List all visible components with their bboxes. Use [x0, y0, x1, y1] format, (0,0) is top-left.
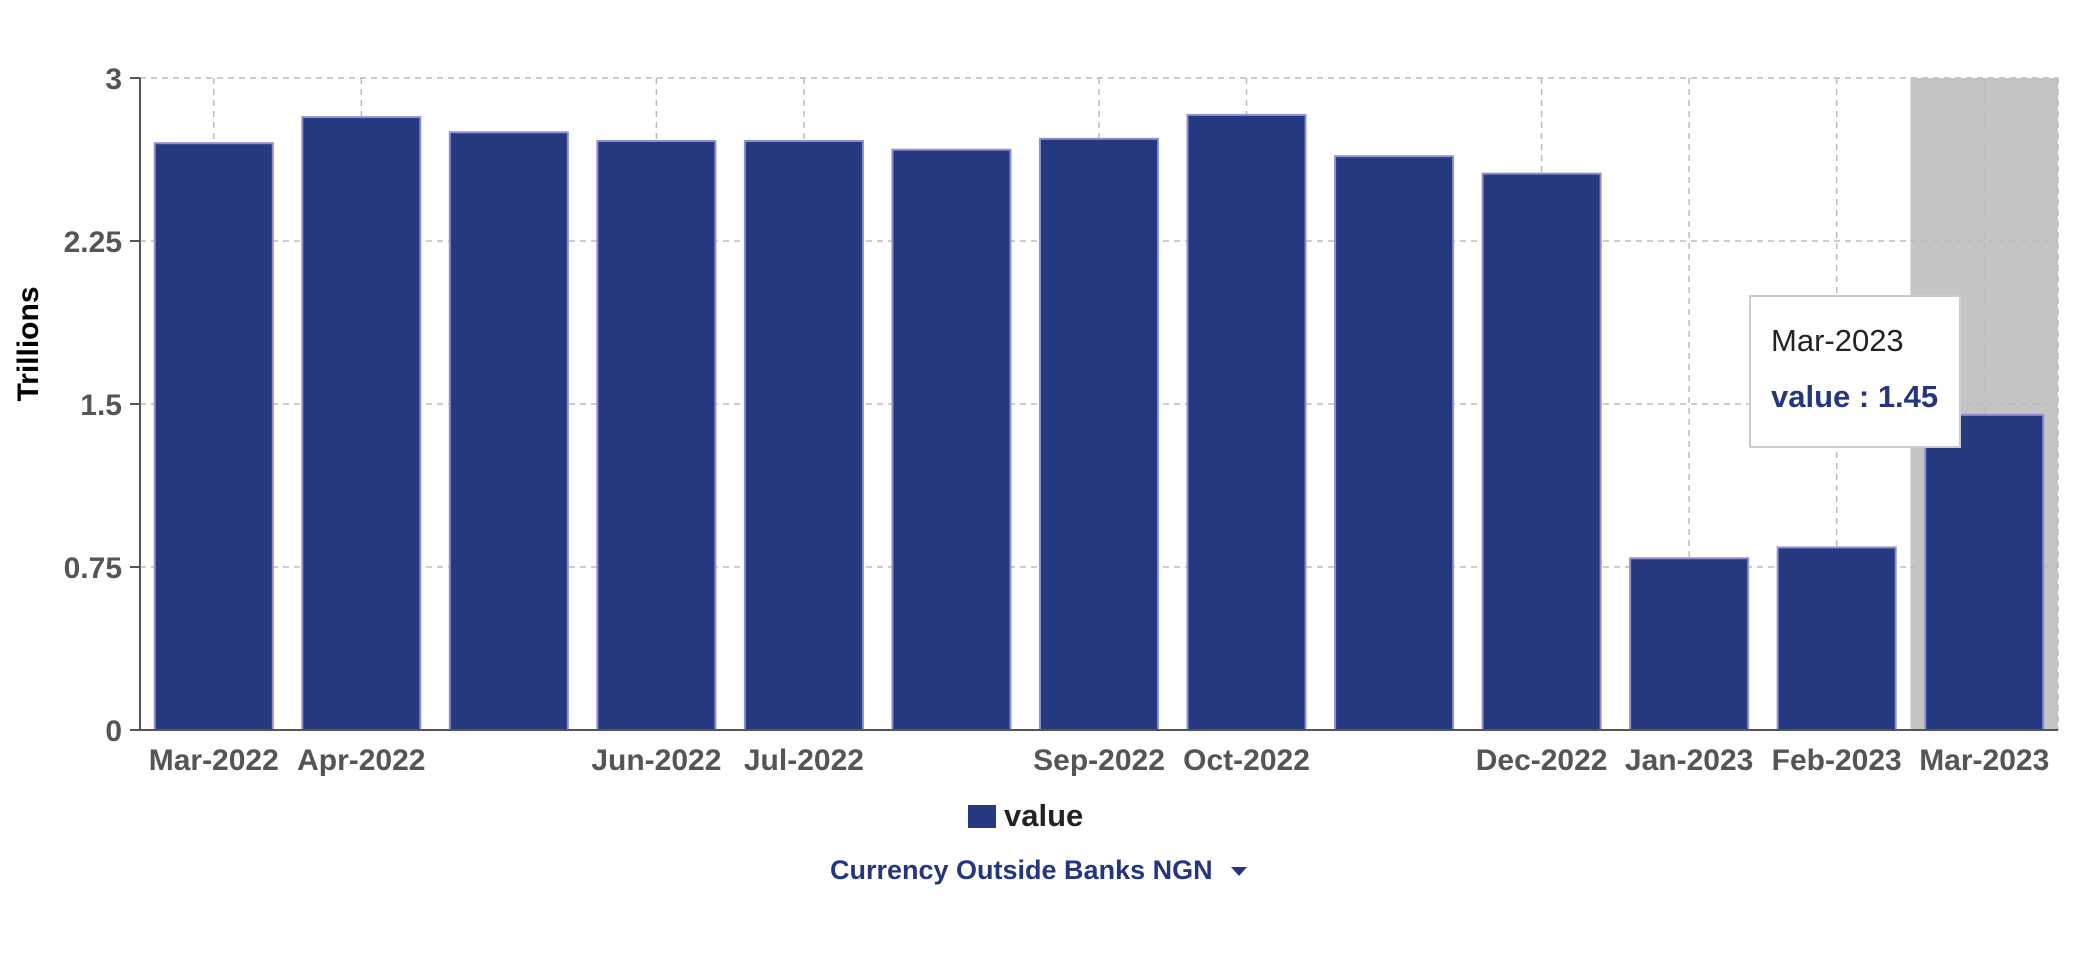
- x-tick-label: Oct-2022: [1183, 744, 1310, 777]
- bars-layer: [153, 113, 2045, 732]
- series-selector-dropdown[interactable]: Currency Outside Banks NGN: [830, 852, 1247, 888]
- x-tick-label: Apr-2022: [297, 744, 425, 777]
- legend-swatch[interactable]: [968, 805, 996, 828]
- bar-Mar-2022[interactable]: [153, 142, 274, 731]
- y-tick-label: 3: [105, 63, 122, 96]
- x-tick-label: Mar-2022: [149, 744, 279, 777]
- y-tick-label: 0: [105, 715, 122, 748]
- bar-Oct-2022[interactable]: [1186, 113, 1307, 732]
- bar-Nov-2022[interactable]: [1334, 155, 1455, 732]
- chevron-down-icon: [1230, 866, 1247, 876]
- x-tick-label: Mar-2023: [1919, 744, 2049, 777]
- tooltip: Mar-2023 value : 1.45: [1749, 295, 1961, 448]
- y-tick-label: 2.25: [64, 226, 122, 259]
- y-tick-label: 1.5: [80, 389, 122, 422]
- bar-Apr-2022[interactable]: [301, 116, 422, 732]
- x-tick-label: Jul-2022: [744, 744, 864, 777]
- bar-Jun-2022[interactable]: [596, 140, 717, 731]
- x-tick-label: Feb-2023: [1772, 744, 1902, 777]
- legend-label[interactable]: value: [1004, 798, 1083, 833]
- axes-layer: [130, 77, 2058, 731]
- tooltip-value: value : 1.45: [1771, 379, 1939, 414]
- y-axis-label: Trillions: [12, 286, 45, 401]
- series-selector-label: Currency Outside Banks NGN: [830, 854, 1213, 885]
- bar-Jul-2022[interactable]: [743, 140, 864, 731]
- bar-Dec-2022[interactable]: [1481, 172, 1602, 732]
- x-tick-label: Sep-2022: [1033, 744, 1165, 777]
- x-tick-label: Dec-2022: [1476, 744, 1608, 777]
- x-tick-label: Jan-2023: [1625, 744, 1753, 777]
- x-tick-labels: Mar-2022 Apr-2022 Jun-2022 Jul-2022 Sep-2022…: [149, 744, 2050, 777]
- x-tick-label: Jun-2022: [591, 744, 721, 777]
- bar-Jan-2023[interactable]: [1629, 557, 1750, 731]
- bar-Feb-2023[interactable]: [1776, 546, 1897, 731]
- bar-May-2022[interactable]: [448, 131, 569, 732]
- y-tick-labels: 0 0.75 1.5 2.25 3: [64, 63, 122, 748]
- tooltip-title: Mar-2023: [1771, 323, 1904, 358]
- y-tick-label: 0.75: [64, 552, 122, 585]
- bar-Mar-2023[interactable]: [1924, 413, 2045, 731]
- bar-Sep-2022[interactable]: [1038, 137, 1160, 731]
- bar-Aug-2022[interactable]: [891, 148, 1012, 732]
